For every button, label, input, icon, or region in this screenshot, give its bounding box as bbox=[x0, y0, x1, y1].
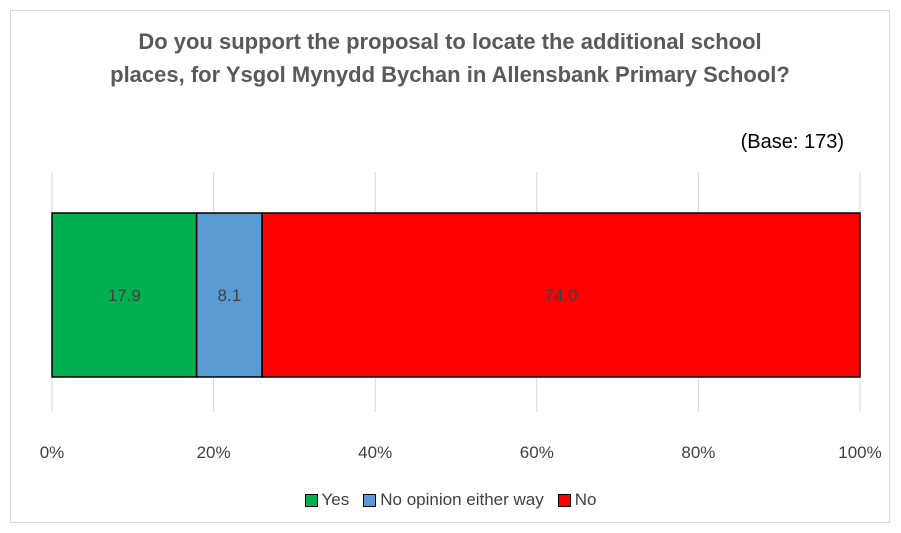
legend-item: No opinion either way bbox=[363, 490, 544, 510]
chart-subtitle: (Base: 173) bbox=[740, 131, 844, 153]
x-tick-label: 60% bbox=[520, 443, 554, 462]
legend-label: No bbox=[574, 490, 597, 509]
data-label: 74.0 bbox=[544, 286, 577, 305]
x-tick-label: 100% bbox=[838, 443, 881, 462]
data-label: 8.1 bbox=[218, 286, 242, 305]
bar-segment bbox=[195, 212, 263, 378]
legend-label: Yes bbox=[321, 490, 350, 509]
legend-label: No opinion either way bbox=[380, 490, 544, 509]
legend-swatch bbox=[557, 493, 571, 507]
x-tick-label: 20% bbox=[197, 443, 231, 462]
legend-item: No bbox=[557, 490, 597, 510]
data-label: 17.9 bbox=[108, 286, 141, 305]
x-tick-label: 40% bbox=[358, 443, 392, 462]
legend-swatch bbox=[304, 493, 318, 507]
x-tick-label: 80% bbox=[681, 443, 715, 462]
bar-segment bbox=[261, 212, 861, 378]
chart-title: Do you support the proposal to locate th… bbox=[110, 29, 790, 87]
legend: Yes No opinion either way No bbox=[0, 490, 901, 510]
legend-swatch bbox=[363, 493, 377, 507]
legend-item: Yes bbox=[304, 490, 350, 510]
bar-segment bbox=[51, 212, 198, 378]
x-tick-label: 0% bbox=[40, 443, 65, 462]
